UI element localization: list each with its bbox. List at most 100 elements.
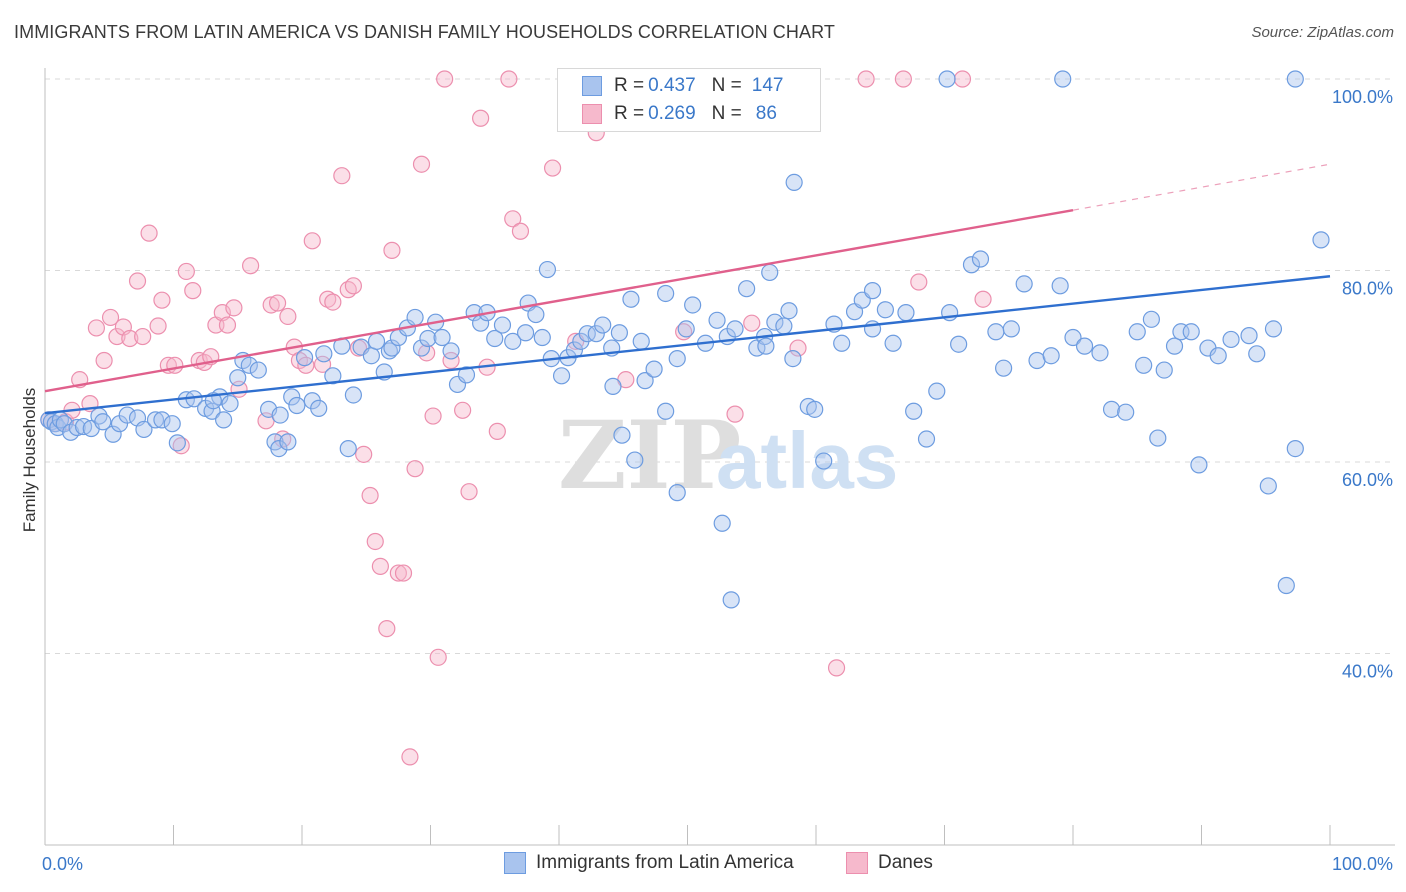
danes-point bbox=[827, 659, 846, 677]
danes-point bbox=[95, 351, 113, 370]
latin-america-point bbox=[1240, 327, 1258, 345]
danes-point bbox=[675, 323, 693, 341]
latin-america-point bbox=[938, 70, 956, 88]
latin-america-point bbox=[1286, 70, 1304, 88]
latin-america-point bbox=[457, 366, 476, 384]
latin-america-point bbox=[636, 372, 654, 390]
danes-point bbox=[910, 273, 928, 291]
latin-america-point bbox=[987, 323, 1005, 341]
latin-america-point bbox=[229, 369, 247, 387]
danes-point bbox=[268, 294, 287, 312]
latin-america-point bbox=[295, 349, 314, 367]
latin-america-point bbox=[578, 325, 596, 343]
latin-america-point bbox=[610, 324, 628, 342]
danes-point bbox=[108, 327, 126, 346]
danes-point bbox=[543, 159, 562, 177]
latin-america-point bbox=[684, 296, 702, 314]
latin-america-point bbox=[806, 400, 824, 418]
stats-legend: R = 0.437 N = 147 R = 0.269 N = 86 bbox=[557, 68, 821, 132]
series-legend-item-latin-america[interactable]: Immigrants from Latin America bbox=[504, 852, 794, 874]
danes-point bbox=[504, 210, 522, 228]
latin-america-point bbox=[1054, 70, 1072, 88]
latin-america-point bbox=[516, 324, 535, 342]
danes-point bbox=[953, 70, 972, 88]
latin-america-point bbox=[288, 396, 306, 415]
latin-america-point bbox=[310, 399, 328, 417]
danes-trend-extension bbox=[1072, 163, 1331, 211]
danes-point bbox=[166, 356, 184, 374]
legend-row-pink: R = 0.269 N = 86 bbox=[582, 103, 777, 127]
latin-america-point bbox=[419, 329, 437, 348]
danes-point bbox=[177, 262, 195, 281]
latin-america-point bbox=[668, 349, 686, 368]
legend-row-blue: R = 0.437 N = 147 bbox=[582, 75, 783, 99]
danes-point bbox=[389, 564, 407, 582]
danes-point bbox=[454, 401, 472, 419]
latin-america-point bbox=[315, 345, 333, 363]
series-swatch-pink bbox=[846, 852, 868, 874]
latin-america-point bbox=[538, 260, 557, 279]
latin-america-point bbox=[626, 451, 644, 469]
danes-point bbox=[355, 445, 373, 463]
danes-point bbox=[424, 407, 442, 425]
danes-point bbox=[218, 316, 237, 334]
latin-america-point bbox=[677, 320, 695, 338]
y-tick-label: 60.0% bbox=[1342, 470, 1393, 490]
latin-america-point bbox=[897, 304, 915, 322]
danes-point bbox=[344, 277, 362, 295]
danes-point bbox=[366, 532, 384, 551]
danes-point bbox=[319, 290, 337, 308]
latin-america-point bbox=[552, 367, 571, 385]
latin-america-point bbox=[950, 335, 968, 353]
series-legend-item-danes[interactable]: Danes bbox=[846, 852, 933, 874]
latin-america-point bbox=[504, 332, 522, 350]
latin-america-point bbox=[163, 415, 181, 433]
latin-america-point bbox=[657, 284, 675, 303]
latin-america-point bbox=[668, 484, 686, 502]
latin-america-point bbox=[146, 411, 165, 429]
danes-point bbox=[974, 290, 992, 308]
latin-america-point bbox=[766, 313, 784, 331]
series-legend-label: Danes bbox=[878, 852, 933, 873]
latin-america-point bbox=[1182, 323, 1200, 341]
watermark-atlas: atlas bbox=[716, 416, 898, 505]
latin-america-point bbox=[1075, 337, 1094, 355]
danes-point bbox=[436, 70, 454, 88]
latin-america-point bbox=[362, 347, 380, 365]
danes-point bbox=[361, 486, 379, 505]
danes-point bbox=[789, 339, 807, 357]
y-tick-label: 80.0% bbox=[1342, 279, 1393, 299]
latin-america-point bbox=[622, 290, 640, 308]
series-legend-label: Immigrants from Latin America bbox=[536, 852, 794, 873]
latin-america-point bbox=[784, 349, 802, 368]
latin-america-point bbox=[383, 339, 401, 357]
x-tick-label-max: 100.0% bbox=[1332, 854, 1393, 874]
latin-america-point bbox=[279, 433, 297, 451]
danes-point bbox=[371, 557, 389, 575]
latin-america-point bbox=[708, 311, 726, 329]
latin-america-point bbox=[412, 339, 431, 357]
latin-america-point bbox=[344, 386, 362, 404]
latin-america-point bbox=[215, 411, 233, 429]
latin-america-point bbox=[613, 426, 631, 444]
latin-america-point bbox=[565, 341, 584, 359]
legend-swatch-pink bbox=[582, 104, 602, 124]
danes-point bbox=[442, 351, 460, 370]
latin-america-point bbox=[249, 361, 267, 379]
legend-r-value-pink: 0.269 bbox=[648, 103, 696, 124]
latin-america-point bbox=[587, 325, 605, 343]
latin-america-point bbox=[527, 305, 545, 324]
latin-america-point bbox=[270, 439, 288, 458]
latin-america-point bbox=[917, 430, 936, 448]
danes-point bbox=[894, 70, 912, 88]
legend-n-value-blue: 147 bbox=[751, 75, 784, 96]
latin-america-point bbox=[971, 250, 990, 268]
danes-point bbox=[429, 648, 447, 666]
latin-america-points bbox=[40, 70, 1330, 609]
latin-america-point bbox=[722, 591, 740, 609]
danes-point bbox=[303, 232, 321, 250]
danes-point bbox=[279, 307, 297, 326]
latin-america-point bbox=[406, 308, 424, 327]
danes-point bbox=[383, 241, 401, 259]
